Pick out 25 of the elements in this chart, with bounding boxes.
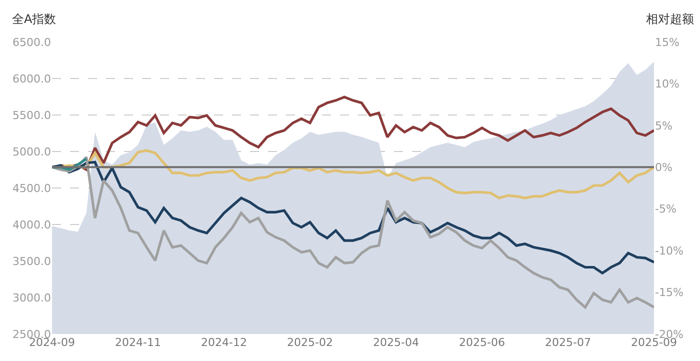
line-series (52, 160, 654, 274)
y-tick-label: 5000.0 (12, 145, 51, 158)
y-tick-label: 3500.0 (12, 254, 51, 268)
y-tick-label: 3000.0 (12, 291, 51, 304)
x-tick-label: 2024-12 (201, 336, 247, 349)
y2-tick-label: 5% (655, 119, 672, 132)
line-series (52, 156, 654, 309)
y2-tick-label: 10% (655, 78, 680, 91)
y2-tick-label: -15% (655, 286, 684, 300)
x-tick-label: 2025-04 (373, 336, 419, 349)
x-tick-label: 2024-11 (115, 336, 161, 349)
x-tick-label: 2025-07 (545, 336, 591, 349)
y-tick-label: 6000.0 (12, 72, 51, 86)
y2-axis-title: 相对超额 (646, 12, 694, 26)
y-tick-label: 4500.0 (12, 182, 51, 195)
y2-tick-label: -5% (655, 202, 676, 216)
y2-tick-label: 0% (655, 160, 672, 174)
x-tick-label: 2025-02 (287, 336, 333, 349)
y-tick-label: 6500.0 (12, 36, 51, 49)
y-tick-label: 4000.0 (12, 218, 51, 232)
x-tick-label: 2025-06 (459, 336, 505, 349)
y2-tick-label: -10% (655, 244, 684, 258)
y-axis-title: 全A指数 (12, 12, 56, 26)
y2-tick-label: 15% (655, 36, 680, 49)
y-tick-label: 5500.0 (12, 108, 51, 122)
